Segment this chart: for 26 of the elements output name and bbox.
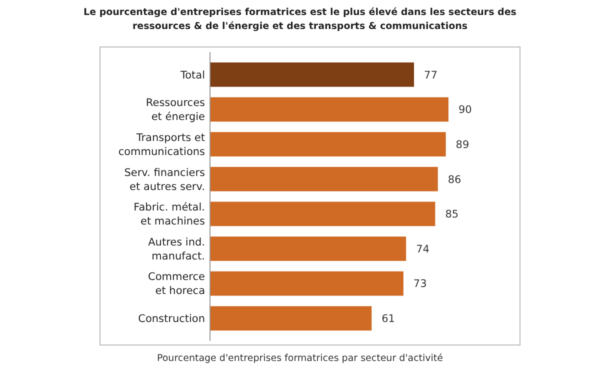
data-label: 77 (424, 69, 438, 82)
y-tick-label: Ressources et énergie (146, 97, 205, 124)
y-tick-label: Transports et communications (118, 132, 205, 158)
y-tick-label: Total (179, 69, 205, 82)
data-label: 74 (416, 243, 430, 256)
y-tick-label: Commerce et horeca (148, 271, 205, 298)
y-tick-label: Fabric. métal. et machines (134, 202, 205, 228)
bar (210, 62, 414, 87)
y-tick-label: Serv. financiers et autres serv. (124, 166, 205, 193)
bar (210, 271, 404, 296)
data-label: 85 (445, 208, 459, 221)
bar (210, 97, 448, 122)
data-label: 90 (458, 104, 472, 116)
y-tick-label: Construction (138, 313, 205, 326)
data-label: 61 (382, 313, 395, 326)
data-label: 89 (456, 138, 470, 151)
bar (210, 306, 372, 331)
y-tick-label: Autres ind. manufact. (148, 236, 205, 262)
data-label: 73 (413, 278, 427, 290)
x-axis-title: Pourcentage d'entreprises formatrices par secteur d'activité (156, 353, 444, 364)
bar (210, 202, 436, 226)
bar (210, 132, 446, 156)
bar (210, 236, 406, 261)
bar (210, 166, 438, 192)
data-label: 86 (448, 174, 462, 186)
chart-title: Le pourcentage d'entreprises formatrices est le plus élevé dans les secteurs des ressources & de l'énergie et des transports & communications (84, 7, 517, 32)
